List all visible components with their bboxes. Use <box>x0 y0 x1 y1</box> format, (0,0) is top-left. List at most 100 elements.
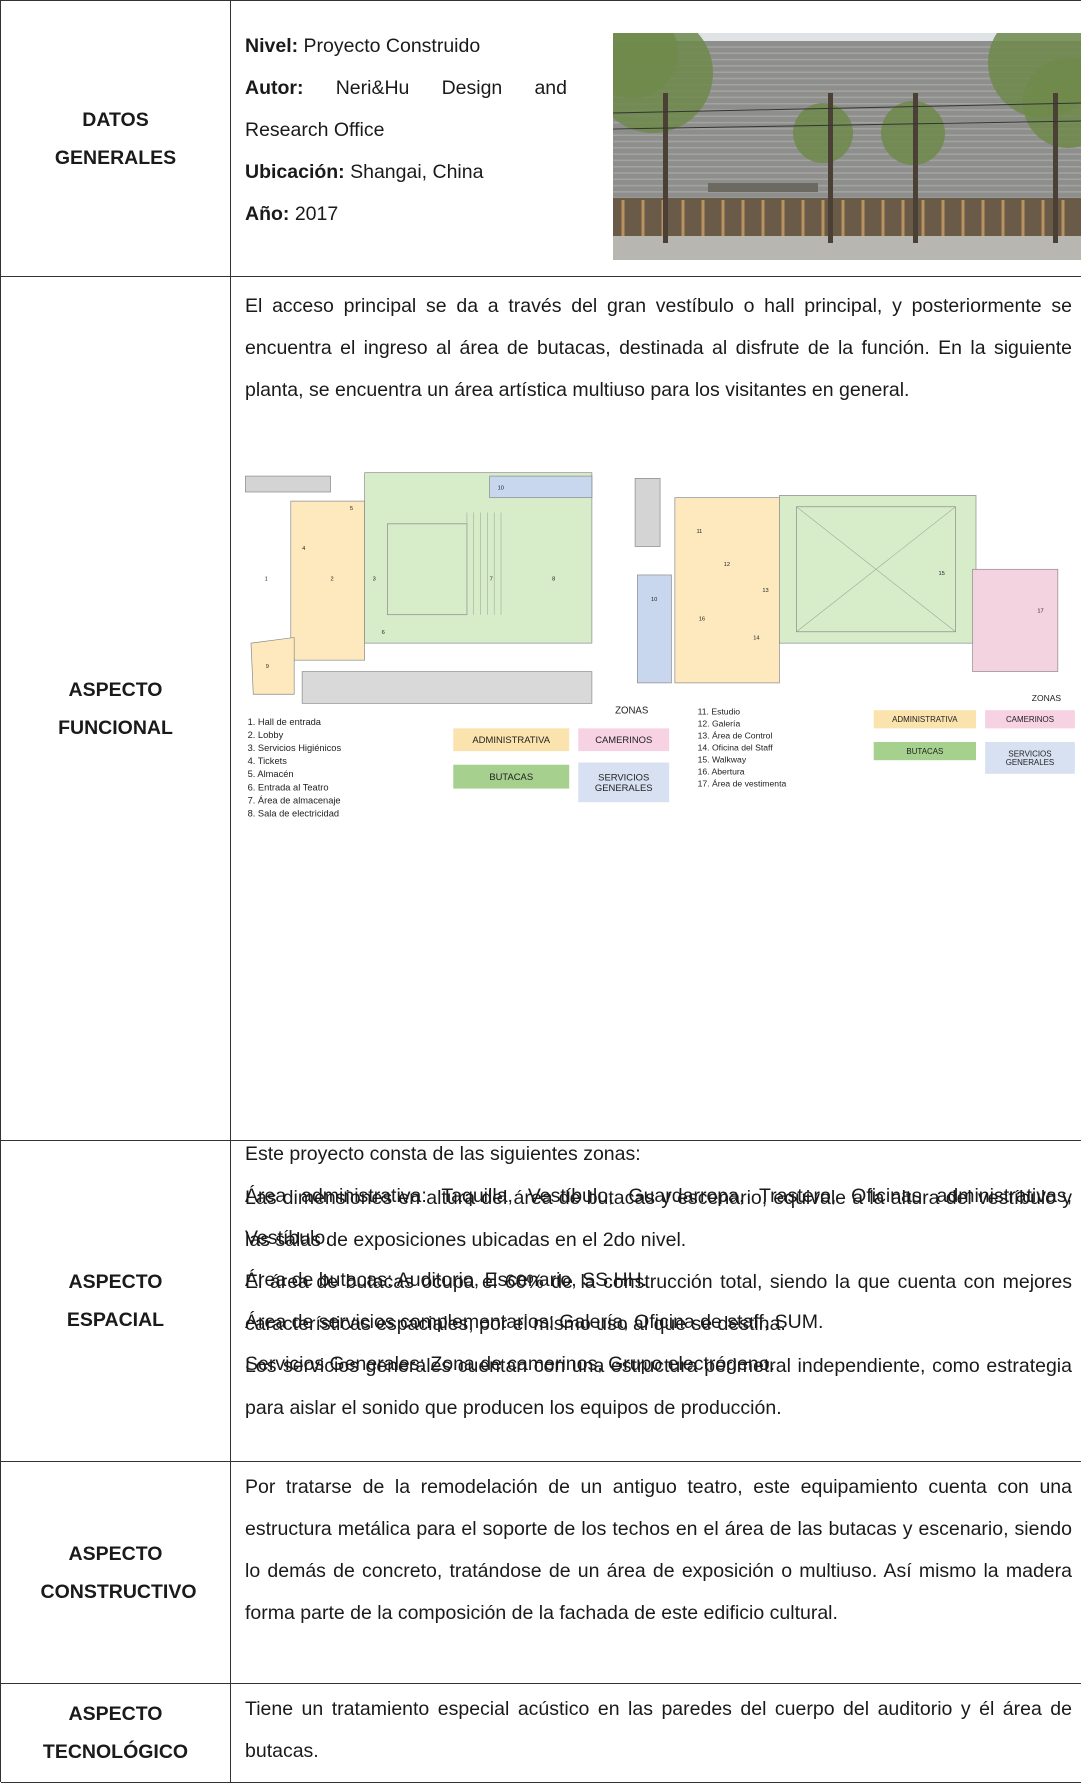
plan-label: 15 <box>939 571 945 577</box>
street <box>613 236 1081 260</box>
plan-block <box>245 475 331 493</box>
plan-label: 6 <box>382 630 385 636</box>
field-key: Nivel: <box>245 35 299 57</box>
paragraph: Tiene un tratamiento especial acústico e… <box>245 1698 1072 1762</box>
zone-services <box>637 574 672 684</box>
row-label-cell: ASPECTO FUNCIONAL <box>1 277 231 1140</box>
paragraph: Área de servicios complementarios: Galer… <box>245 1311 824 1333</box>
zone-dressing <box>972 568 1059 672</box>
zone-seating <box>779 495 977 644</box>
plan-label: 17. Área de vestimenta <box>698 778 787 788</box>
plan-label: 13. Área de Control <box>698 731 773 741</box>
field-key: Autor: <box>245 77 304 99</box>
tree-trunk <box>1053 93 1058 243</box>
legend-swatch <box>578 762 670 803</box>
paragraph: Este proyecto consta de las siguientes z… <box>245 1143 641 1165</box>
plan-label: 6. Entrada al Teatro <box>248 782 329 792</box>
field-key: Ubicación: <box>245 161 345 183</box>
sign <box>708 183 818 192</box>
tree-trunk <box>828 93 833 243</box>
table-row: ASPECTO TECNOLÓGICO Tiene un tratamiento … <box>1 1684 1081 1783</box>
row-label: ASPECTO FUNCIONAL <box>58 678 173 739</box>
plan-label: 8 <box>552 577 555 583</box>
legend-swatch <box>873 742 976 761</box>
zone-administrative <box>250 637 295 695</box>
field: Nivel: Proyecto Construido <box>245 25 567 67</box>
plan-label: 1. Hall de entrada <box>248 717 322 727</box>
paragraphs: Tiene un tratamiento especial acústico e… <box>245 1688 1072 1772</box>
plan-label: 15. Walkway <box>698 754 747 764</box>
plan-label: SERVICIOS <box>598 771 649 782</box>
row-label: ASPECTO TECNOLÓGICO <box>42 1703 189 1763</box>
plan-label: ADMINISTRATIVA <box>892 715 958 724</box>
plan-label: CAMERINOS <box>595 734 652 745</box>
field: Ubicación: Shangai, China <box>245 151 567 193</box>
plan-label: 14. Oficina del Staff <box>698 743 774 753</box>
plan-label: 16. Abertura <box>698 766 745 776</box>
zone-services <box>489 475 593 499</box>
legend-swatch <box>578 728 670 752</box>
tree-trunk <box>913 93 918 243</box>
row-content: Tiene un tratamiento especial acústico e… <box>231 1684 1081 1782</box>
plan-label: 12. Galería <box>698 719 741 729</box>
paragraphs: Por tratarse de la remodelación de un an… <box>245 1466 1072 1634</box>
plan-label: 1 <box>265 577 268 583</box>
plan-label: 4 <box>302 546 305 552</box>
plan-label: ZONAS <box>615 706 648 717</box>
plan-label: 3 <box>373 577 376 583</box>
tree-canopy <box>793 103 853 163</box>
tree-canopy <box>1023 58 1081 148</box>
plan-label: 12 <box>724 562 730 568</box>
plan-label: 7 <box>490 577 493 583</box>
paragraph: El acceso principal se da a través del g… <box>245 295 1072 401</box>
plan-label: 4. Tickets <box>248 756 288 766</box>
table-row: ASPECTO ESPACIAL Las dimensiones en altur… <box>1 1141 1081 1462</box>
wire <box>613 102 1081 114</box>
field-value: Shangai, China <box>350 161 484 183</box>
plan-label: 13 <box>762 588 768 594</box>
row-label-cell: ASPECTO TECNOLÓGICO <box>1 1684 231 1782</box>
plan-label: 14 <box>753 636 759 642</box>
paragraph: Por tratarse de la remodelación de un an… <box>245 1476 1072 1624</box>
plan-label: SERVICIOS <box>1008 749 1051 758</box>
row-label: DATOS GENERALES <box>54 108 177 169</box>
table-row: DATOS GENERALES Nivel: Proyecto Construid… <box>1 1 1081 277</box>
table-row: ASPECTO CONSTRUCTIVO Por tratarse de la r… <box>1 1462 1081 1684</box>
plan-wall <box>796 506 956 633</box>
zones: Este proyecto consta de las siguientes z… <box>245 1133 1072 1385</box>
plan-label: 5. Almacén <box>248 769 294 779</box>
legend-swatch <box>453 728 570 752</box>
field: Autor: Neri&Hu Design and Research Offic… <box>245 67 567 151</box>
plan-label: GENERALES <box>1006 758 1055 767</box>
plan-label: 5 <box>350 506 353 512</box>
row-content: Nivel: Proyecto Construido Autor: Neri&Hu… <box>231 1 1081 276</box>
field-value: Neri&Hu Design and Research Office <box>245 77 567 141</box>
plan-label: CAMERINOS <box>1006 715 1054 724</box>
plan-label: ADMINISTRATIVA <box>472 734 550 745</box>
fields: Nivel: Proyecto Construido Autor: Neri&Hu… <box>245 25 567 235</box>
table-row: ASPECTO FUNCIONAL El acceso principal se … <box>1 277 1081 1375</box>
zone-administrative <box>290 500 365 661</box>
paragraph: Área de butacas: Auditorio, Escenario, S… <box>245 1269 648 1291</box>
plan-block <box>301 671 593 704</box>
plan-label: 2 <box>331 577 334 583</box>
zone-seating <box>364 472 593 644</box>
zone-administrative <box>674 497 780 684</box>
tree-canopy <box>613 33 678 98</box>
paragraph: Servicios Generales: Zona de camerinos, … <box>245 1353 776 1375</box>
plan-label: ZONAS <box>1032 693 1062 703</box>
field-value: 2017 <box>294 203 339 225</box>
field: Año: 2017 <box>245 193 567 235</box>
plan-label: 2. Lobby <box>248 730 284 740</box>
plan-label: 11. Estudio <box>698 707 741 717</box>
legend-swatch <box>985 742 1075 774</box>
plan-label: 3. Servicios Higiénicos <box>248 743 342 753</box>
plan-label: 8. Sala de electricidad <box>248 808 339 818</box>
plan-label: 16 <box>699 616 705 622</box>
plan-label: 17 <box>1037 608 1043 614</box>
plan-label: 7. Área de almacenaje <box>248 795 341 805</box>
row-label-cell: DATOS GENERALES <box>1 1 231 276</box>
paragraphs: Las dimensiones en altura del área de bu… <box>245 1177 1072 1429</box>
plan-diagonal <box>796 506 956 632</box>
